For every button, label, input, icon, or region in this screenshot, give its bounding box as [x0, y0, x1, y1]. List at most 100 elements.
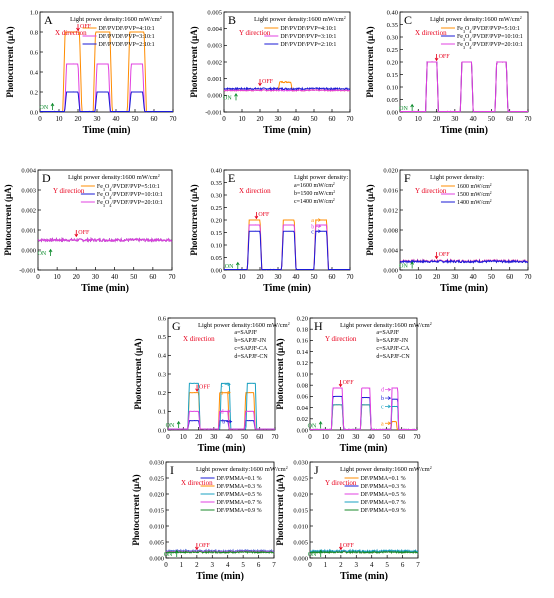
y-tick-label: 0.10 [387, 84, 398, 91]
x-tick-label: 70 [525, 115, 533, 123]
annotation-on: ON [399, 264, 408, 270]
direction-label: X direction [415, 29, 447, 37]
curve-arrow-icon [385, 404, 392, 409]
y-axis-label: Photocurrent (μA) [5, 26, 15, 97]
y-tick-label: 0.020 [383, 167, 398, 174]
y-tick-label: 0.003 [207, 43, 222, 50]
legend-label: d=SAPJF-CN [376, 354, 410, 360]
power-density-text: Light power density:1600 mW/cm2 [70, 16, 162, 23]
y-tick-label: 0.25 [387, 47, 398, 54]
y-tick-label: 0.05 [387, 97, 398, 104]
y-tick-label: 0.004 [207, 26, 222, 33]
y-tick-label: 0.6 [158, 315, 167, 322]
x-tick-label: 60 [506, 273, 514, 281]
x-tick-label: 0 [398, 115, 402, 123]
series-line-1400-mw-cm- [399, 258, 529, 264]
x-tick-label: 0 [164, 561, 168, 569]
legend-label: Fe3O4/PVDF/PVP=20:10:1 [97, 200, 163, 208]
y-axis-label: Photocurrent (μA) [275, 338, 285, 409]
x-tick-label: 0 [222, 115, 226, 123]
y-tick-label: 0.02 [297, 416, 308, 423]
panel-g: 0 10 20 30 40 50 60 70 0.0 0.1 0.2 0.3 0.4 0.5 0.6 Time… [133, 315, 290, 454]
y-tick-label: 0.10 [297, 371, 308, 378]
off-arrow-icon [338, 380, 343, 388]
panel-i: 0 1 2 3 4 5 6 7 0.000 0.005 0.010 0.015 0.020 0.025 0.… [131, 459, 288, 582]
annotation-on: ON [308, 423, 317, 429]
on-arrow-icon [176, 420, 181, 429]
x-tick-label: 70 [414, 433, 422, 441]
x-axis-label: Time (min) [263, 283, 311, 294]
x-tick-label: 0 [166, 433, 170, 441]
power-density-text: Light power density:1600 mW/cm2 [198, 322, 290, 329]
power-density-text: Light power density: [430, 174, 484, 181]
series-line-df-pvdf-pvp-3-10-1 [223, 88, 351, 92]
y-tick-label: 0.000 [149, 555, 164, 562]
series-line-df-pvdf-pvp-2-10-1 [223, 86, 351, 91]
y-tick-label: 0.4 [30, 69, 39, 76]
legend-label: DF/PMMA=0.1 % [361, 476, 406, 482]
y-tick-label: 0.8 [30, 29, 38, 36]
panel-d: 0 10 20 30 40 50 60 70 -0.001 0.000 0.001 0.002 0.00… [3, 167, 176, 294]
y-tick-label: 0.001 [207, 76, 222, 83]
curve-arrow-icon [385, 421, 392, 426]
series-line-df-pvdf-pvp-3-10-1 [39, 63, 174, 113]
direction-label: Y direction [53, 187, 85, 195]
annotation-on: ON [166, 423, 175, 429]
on-arrow-icon [410, 261, 414, 269]
panel-letter: J [314, 463, 319, 477]
x-tick-label: 70 [272, 433, 280, 441]
legend-label: DF/PMMA=0.1 % [217, 476, 262, 482]
x-tick-label: 40 [470, 273, 478, 281]
annotation-off: OFF [199, 385, 211, 391]
x-tick-label: 60 [149, 273, 157, 281]
y-tick-label: 0.002 [21, 207, 36, 214]
series-line-fe3o4-pvdf-pvp-20-10-1 [399, 61, 529, 113]
y-tick-label: 0.40 [211, 167, 222, 174]
curve-arrow-icon [224, 409, 231, 414]
y-tick-label: 0.5 [158, 334, 166, 341]
x-tick-label: 10 [415, 115, 423, 123]
power-density-text: Light power density:1600 mW/cm2 [430, 16, 522, 23]
y-tick-label: 0.1 [158, 409, 166, 416]
plot-frame [39, 11, 174, 113]
curve-label: a [381, 421, 384, 427]
x-tick-label: 3 [211, 561, 215, 569]
panel-f: 0 10 20 30 40 50 60 70 0.000 0.004 0.008 0.012 0.016… [365, 167, 532, 294]
series-line-df-pmma-0-9- [165, 550, 275, 554]
y-tick-label: 0.16 [297, 338, 309, 345]
series-line-d [167, 410, 276, 430]
y-tick-label: 0.06 [297, 394, 309, 401]
x-tick-label: 20 [75, 115, 83, 123]
x-tick-label: 50 [130, 273, 138, 281]
curve-label: a [221, 391, 224, 397]
legend-label: Fe3O4/PVDF/PVP=20:10:1 [457, 42, 523, 50]
off-arrow-icon [434, 252, 439, 260]
legend-label: DF/PMMA=0.3 % [217, 484, 262, 490]
annotation-off: OFF [439, 54, 451, 60]
x-tick-label: 40 [293, 115, 301, 123]
legend-label: DF/PMMA=0.7 % [361, 500, 406, 506]
power-density-text: Light power density:1600 mW/cm2 [196, 466, 288, 473]
annotation-off: OFF [343, 543, 355, 549]
series-line-fe3o4-pvdf-pvp-10-10-1 [399, 61, 529, 113]
y-tick-label: 0.001 [21, 227, 36, 234]
legend-label: DF/PVDF/PVP=2:10:1 [280, 42, 336, 48]
y-tick-label: 0.000 [293, 555, 308, 562]
y-tick-label: 0.000 [21, 247, 36, 254]
on-arrow-icon [50, 102, 55, 110]
power-density-text: Light power density:1600 mW/cm2 [340, 466, 432, 473]
x-tick-label: 10 [239, 273, 247, 281]
y-tick-label: 0.030 [149, 459, 164, 466]
curve-arrow-icon [385, 387, 392, 392]
series-line-df-pmma-0-7- [309, 548, 419, 553]
legend-label: DF/PMMA=0.5 % [361, 492, 406, 498]
y-tick-label: 0.2 [30, 89, 38, 96]
y-axis-label: Photocurrent (μA) [133, 338, 143, 409]
x-tick-label: 10 [56, 115, 64, 123]
curve-label: b [311, 224, 314, 230]
x-tick-label: 0 [38, 115, 42, 123]
legend-label: DF/PVDF/PVP=3:10:1 [280, 34, 336, 40]
y-tick-label: 0.010 [293, 523, 308, 530]
y-tick-label: 0.020 [293, 491, 308, 498]
panel-letter: B [228, 13, 236, 27]
